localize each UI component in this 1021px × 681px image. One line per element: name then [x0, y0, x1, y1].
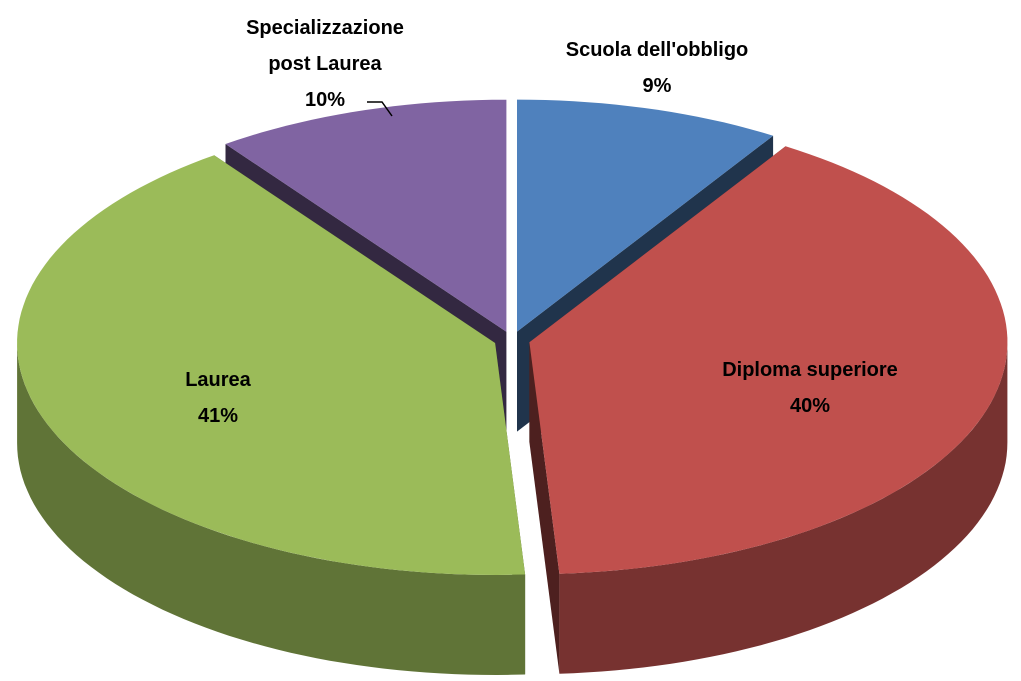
- value-label: 10%: [304, 89, 346, 111]
- slice-top: [529, 146, 1008, 574]
- category-label: Laurea: [185, 369, 251, 391]
- value-label: 9%: [642, 75, 672, 97]
- category-label: Scuola dell'obbligo: [565, 39, 749, 61]
- slice-side: [559, 342, 1008, 674]
- value-label: 41%: [197, 405, 239, 427]
- slice-top: [517, 99, 774, 332]
- slice-side: [17, 343, 526, 675]
- slice-top: [225, 99, 507, 332]
- category-label: Diploma superiore: [722, 359, 898, 381]
- slice-top: [17, 155, 526, 576]
- slice: [17, 155, 526, 675]
- category-label: Specializzazione post Laurea: [246, 17, 404, 75]
- value-label: 40%: [789, 395, 831, 417]
- leader-line: [367, 101, 393, 117]
- data-label: Diploma superiore 40%: [722, 352, 898, 424]
- data-label: Specializzazione post Laurea 10%: [225, 10, 425, 118]
- slice-cut-face: [529, 342, 560, 674]
- data-label: Scuola dell'obbligo 9%: [566, 32, 749, 104]
- data-label: Laurea 41%: [185, 362, 251, 434]
- slice: [529, 146, 1008, 674]
